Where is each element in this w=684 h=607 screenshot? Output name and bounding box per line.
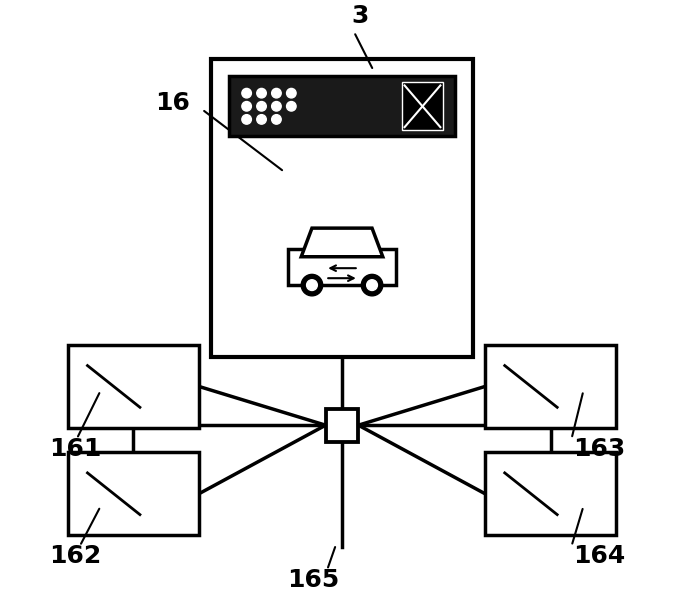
Bar — [68, 345, 199, 428]
Circle shape — [272, 115, 281, 124]
Text: 162: 162 — [49, 544, 101, 568]
Bar — [485, 452, 616, 535]
Bar — [211, 59, 473, 357]
Circle shape — [256, 101, 266, 111]
Text: 165: 165 — [287, 568, 339, 592]
Bar — [402, 83, 443, 130]
Circle shape — [272, 89, 281, 98]
Text: 164: 164 — [573, 544, 626, 568]
Circle shape — [242, 115, 252, 124]
Circle shape — [256, 115, 266, 124]
Circle shape — [301, 274, 323, 296]
Bar — [68, 452, 199, 535]
Circle shape — [242, 101, 252, 111]
Circle shape — [367, 280, 378, 291]
Circle shape — [287, 101, 296, 111]
Circle shape — [272, 101, 281, 111]
Circle shape — [256, 89, 266, 98]
Bar — [228, 76, 456, 136]
Bar — [289, 249, 395, 285]
Text: 3: 3 — [351, 4, 369, 27]
Circle shape — [287, 89, 296, 98]
Circle shape — [242, 89, 252, 98]
Text: 161: 161 — [49, 437, 101, 461]
Text: 163: 163 — [573, 437, 626, 461]
Bar — [326, 409, 358, 441]
Text: 16: 16 — [155, 91, 189, 115]
Circle shape — [306, 280, 317, 291]
Circle shape — [361, 274, 383, 296]
Polygon shape — [301, 228, 383, 257]
Bar — [485, 345, 616, 428]
